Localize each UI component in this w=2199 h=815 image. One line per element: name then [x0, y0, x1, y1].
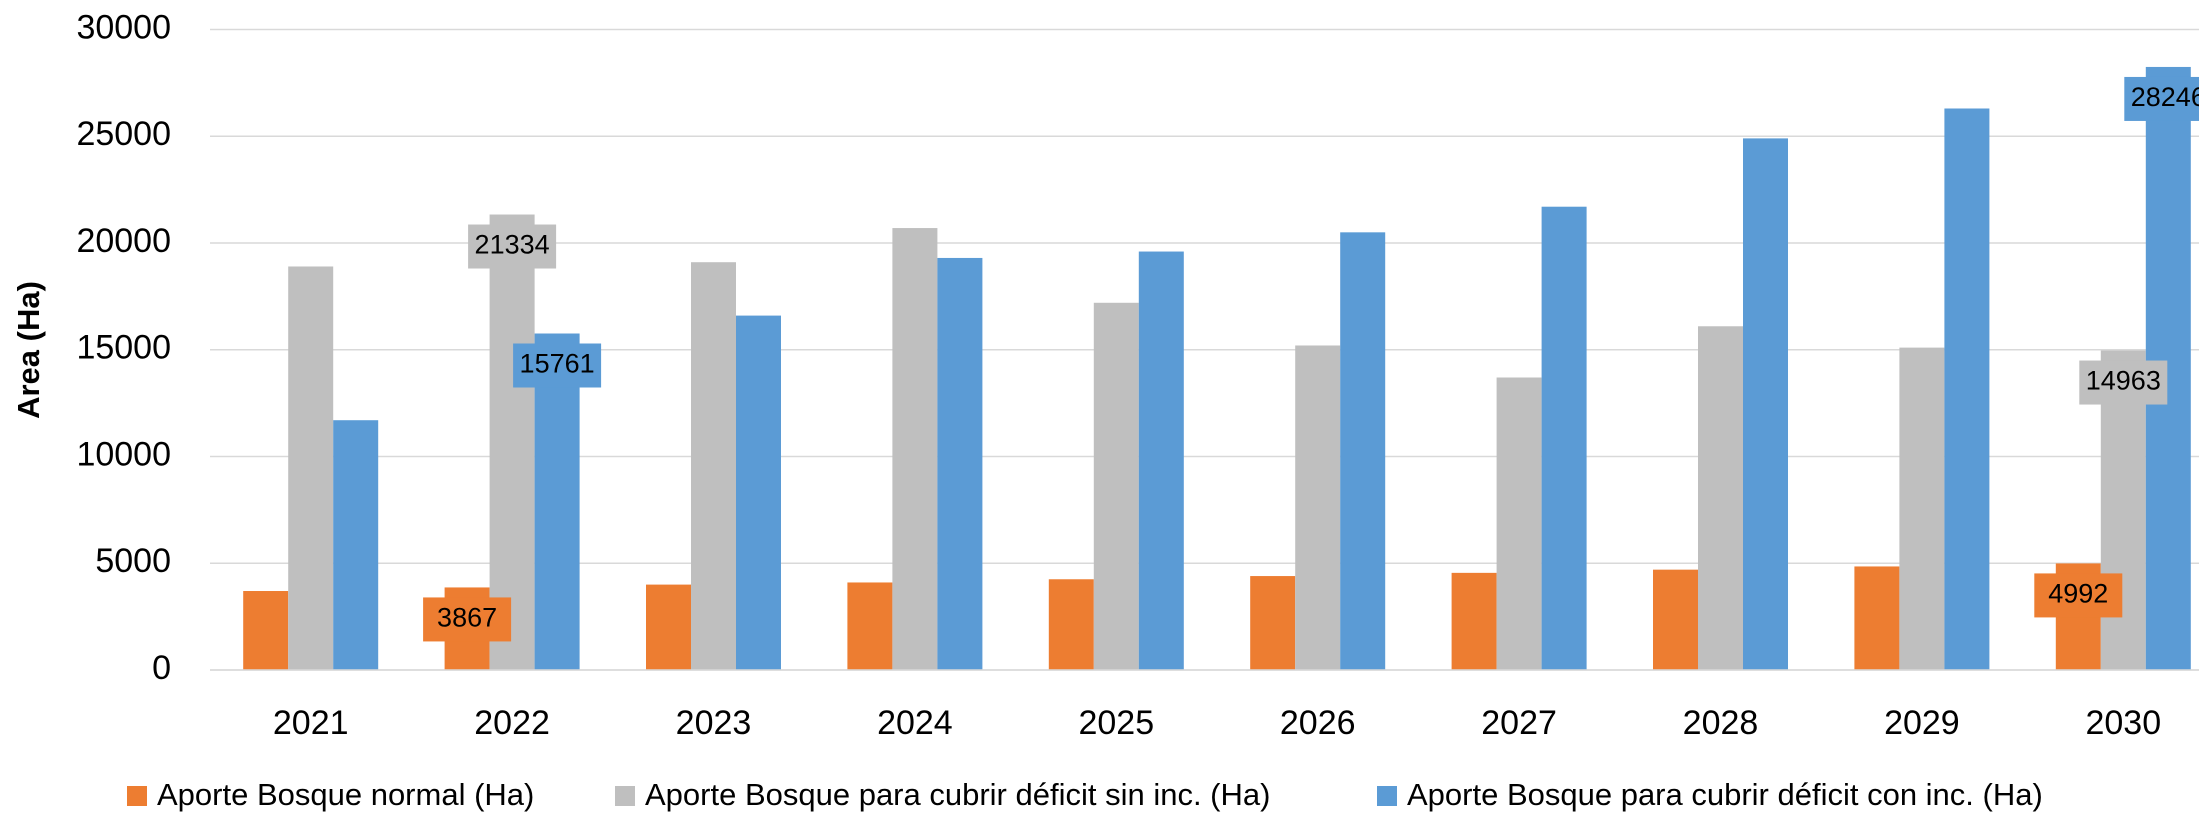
- x-tick-label: 2027: [1481, 704, 1557, 742]
- legend-swatch: [1377, 786, 1397, 806]
- legend-label: Aporte Bosque para cubrir déficit sin in…: [645, 777, 1270, 812]
- x-tick-label: 2030: [2085, 704, 2161, 742]
- bar: [937, 257, 983, 670]
- data-label: 28246: [2131, 82, 2199, 112]
- y-tick-label: 20000: [76, 222, 171, 260]
- x-tick-label: 2029: [1884, 704, 1960, 742]
- bar: [489, 214, 535, 670]
- x-tick-label: 2023: [676, 704, 752, 742]
- bar: [288, 266, 334, 670]
- bar: [243, 591, 289, 670]
- bar: [1295, 345, 1341, 670]
- legend-label: Aporte Bosque para cubrir déficit con in…: [1407, 777, 2043, 812]
- data-label-box: [2034, 573, 2123, 618]
- y-tick-label: 30000: [76, 8, 171, 46]
- data-label-box: [468, 224, 557, 269]
- bar: [1340, 232, 1386, 670]
- bar: [1496, 377, 1542, 670]
- bar: [691, 262, 736, 670]
- bar: [736, 315, 781, 670]
- legend-swatch: [615, 786, 635, 806]
- bar: [1451, 572, 1497, 670]
- bar: [1854, 566, 1900, 670]
- bar: [1653, 569, 1698, 670]
- data-label: 14963: [2086, 366, 2161, 396]
- bar: [646, 584, 691, 670]
- bar: [1138, 251, 1184, 671]
- legend-label: Aporte Bosque normal (Ha): [157, 777, 534, 812]
- data-label: 21334: [475, 230, 550, 260]
- bar: [847, 582, 893, 670]
- x-tick-label: 2024: [877, 704, 953, 742]
- data-label-box: [513, 343, 602, 388]
- bar: [1048, 579, 1094, 670]
- y-tick-label: 5000: [95, 542, 171, 580]
- bar: [1541, 206, 1587, 670]
- bar: [1093, 302, 1139, 670]
- data-label-box: [423, 597, 512, 642]
- data-label: 3867: [437, 603, 497, 633]
- data-label-box: [2079, 360, 2168, 405]
- y-tick-label: 0: [152, 649, 171, 687]
- y-tick-label: 25000: [76, 115, 171, 153]
- x-tick-label: 2028: [1683, 704, 1759, 742]
- bar: [1743, 138, 1788, 670]
- x-tick-label: 2025: [1078, 704, 1154, 742]
- x-tick-label: 2026: [1280, 704, 1356, 742]
- y-tick-label: 10000: [76, 435, 171, 473]
- y-axis-title: Area (Ha): [11, 281, 46, 419]
- bar: [892, 228, 938, 670]
- data-label: 15761: [520, 349, 595, 379]
- bar: [333, 420, 379, 670]
- x-tick-label: 2022: [474, 704, 550, 742]
- data-label: 4992: [2048, 579, 2108, 609]
- y-tick-label: 15000: [76, 329, 171, 367]
- bar: [1944, 108, 1990, 671]
- bar: [1250, 576, 1296, 670]
- bar: [1698, 326, 1743, 670]
- bar: [534, 333, 580, 670]
- legend-swatch: [127, 786, 147, 806]
- bar: [1899, 347, 1945, 670]
- data-label-box: [2124, 76, 2199, 121]
- x-tick-label: 2021: [273, 704, 349, 742]
